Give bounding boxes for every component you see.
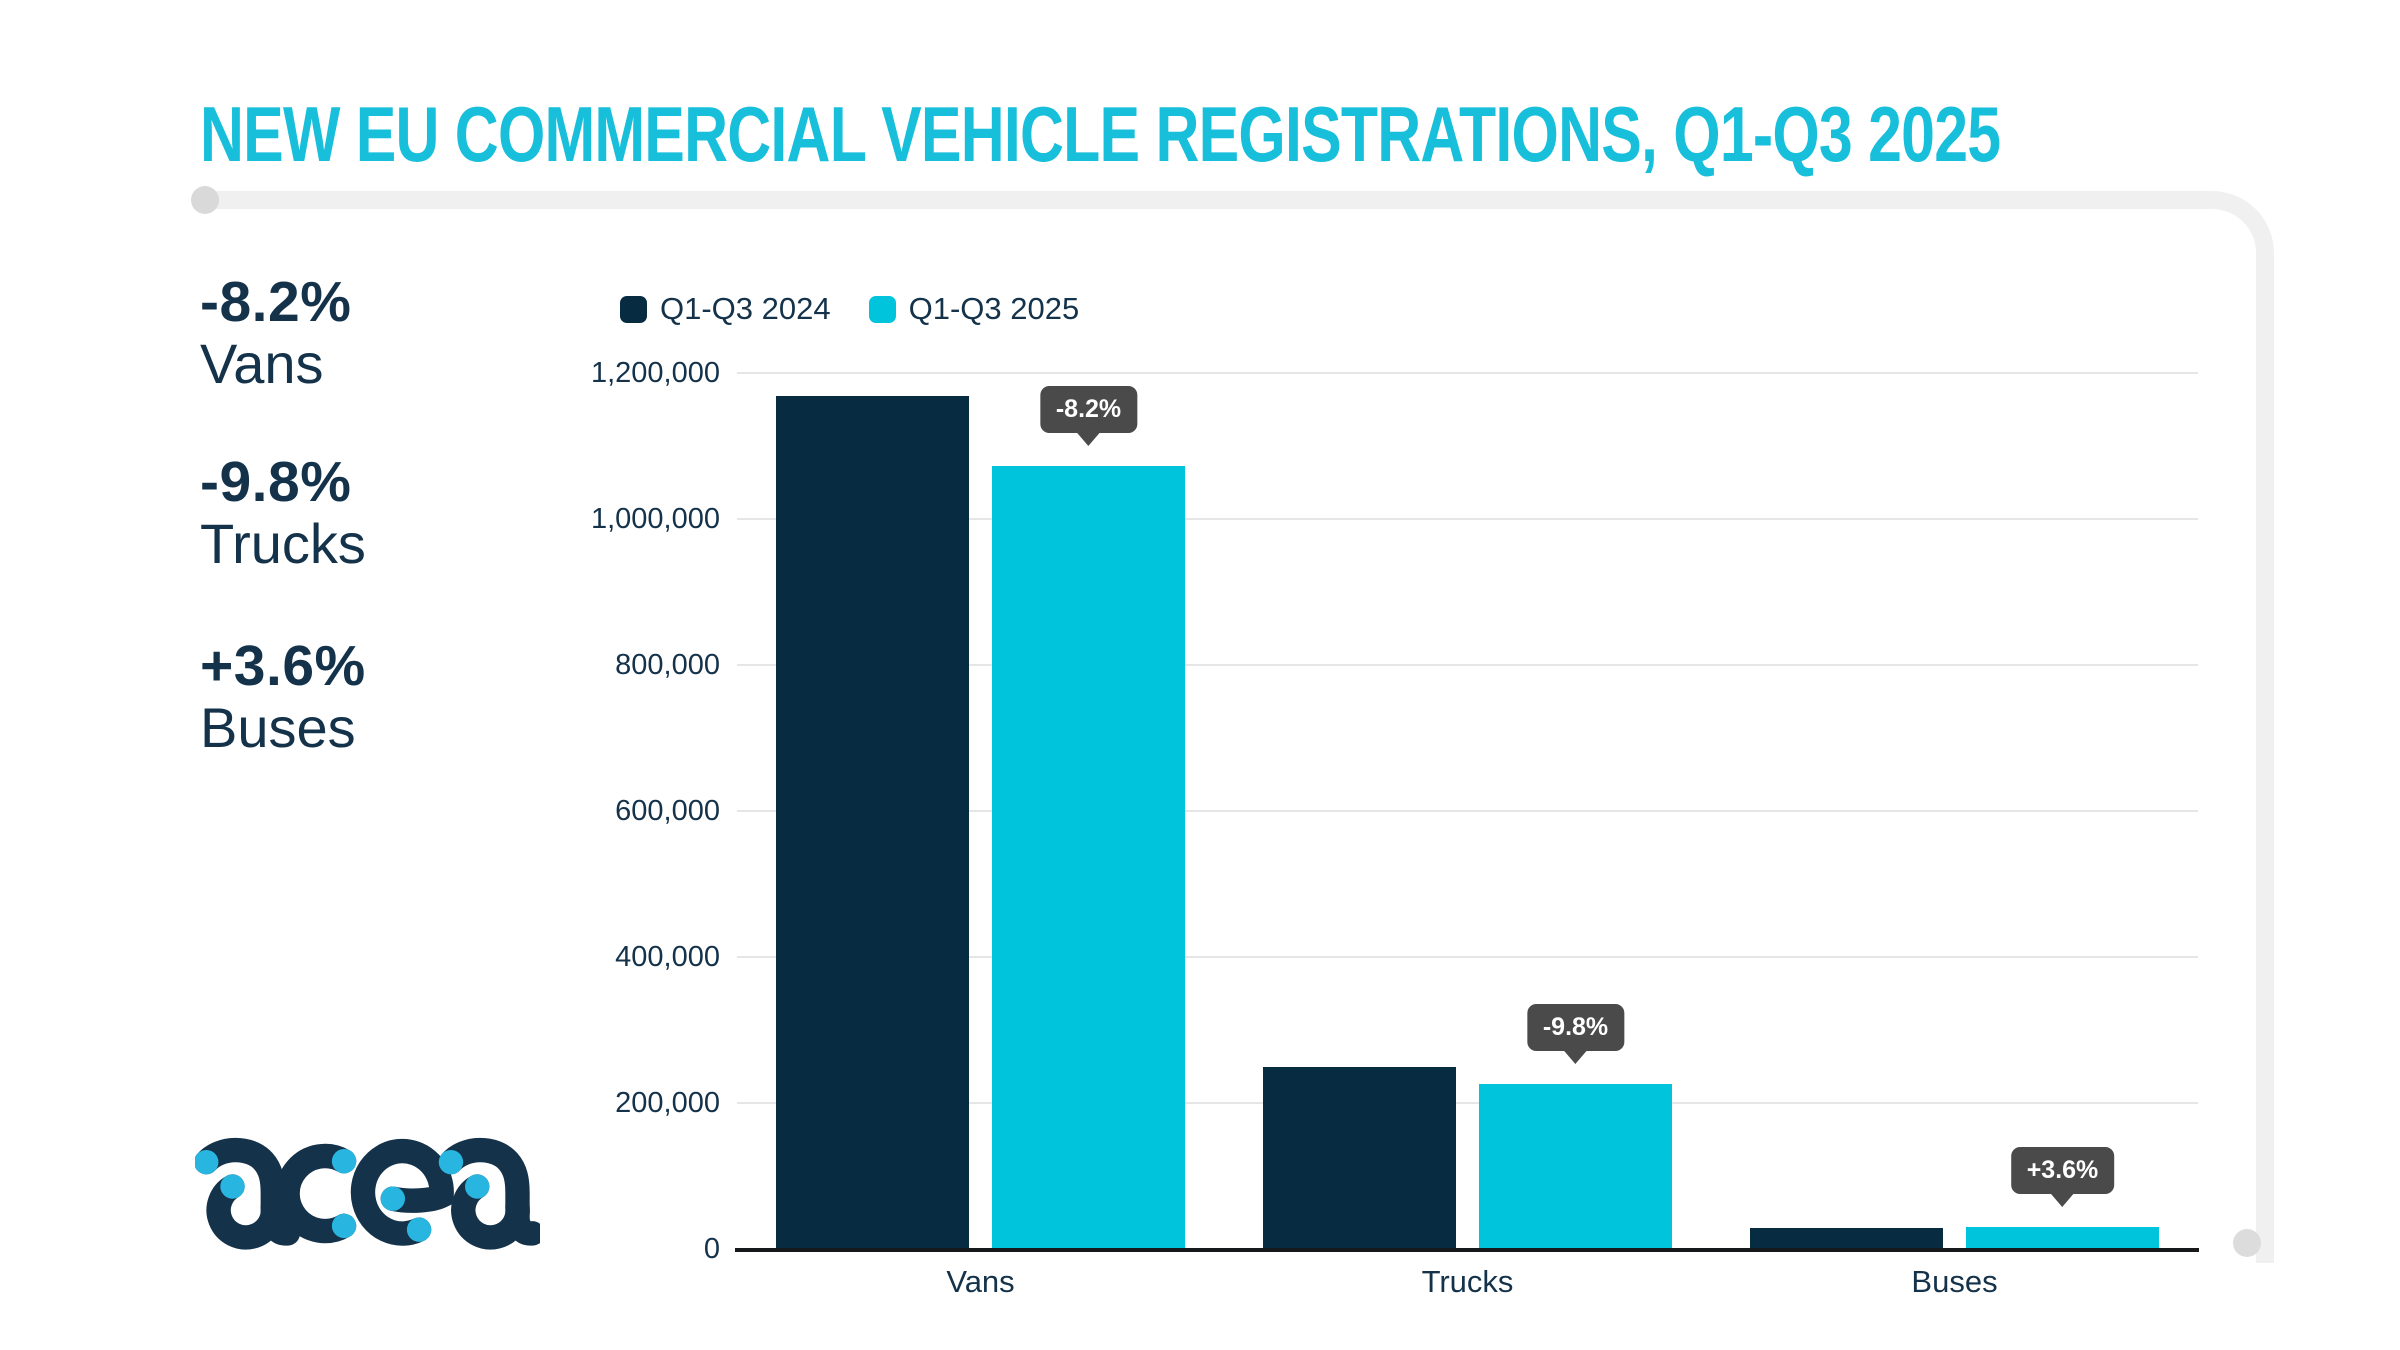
acea-logo-icon <box>194 1137 545 1250</box>
acea-logo <box>194 1136 545 1257</box>
x-axis-label-buses: Buses <box>1911 1264 1998 1299</box>
legend-swatch-2024 <box>620 295 647 323</box>
gridline-200000 <box>737 1102 2198 1104</box>
x-axis-line <box>735 1248 2199 1252</box>
tooltip-pointer <box>2050 1193 2075 1208</box>
y-axis-tick-label: 0 <box>703 1233 720 1265</box>
stat-buses: +3.6% Buses <box>200 636 366 760</box>
legend-swatch-2025 <box>868 295 896 323</box>
tooltip-pointer <box>1076 432 1101 447</box>
bar-vans-q1-q3-2024[interactable] <box>776 396 969 1249</box>
stat-trucks: -9.8% Trucks <box>200 452 366 576</box>
legend-item-2024[interactable]: Q1-Q3 2024 <box>620 291 831 327</box>
tooltip-trucks: -9.8% <box>1526 1004 1625 1065</box>
page-title: NEW EU COMMERCIAL VEHICLE REGISTRATIONS,… <box>200 90 2001 178</box>
gridline-1200000 <box>737 372 2198 374</box>
x-axis-label-vans: Vans <box>946 1264 1015 1299</box>
gridline-1000000 <box>737 518 2198 520</box>
y-axis-tick-label: 1,000,000 <box>590 503 720 535</box>
y-axis-tick-label: 400,000 <box>615 941 720 973</box>
tooltip-pointer <box>1563 1050 1588 1065</box>
stat-vans: -8.2% Vans <box>200 272 351 396</box>
tooltip-vans: -8.2% <box>1039 386 1138 447</box>
gridline-600000 <box>737 810 2198 812</box>
bar-trucks-q1-q3-2024[interactable] <box>1263 1066 1456 1249</box>
x-axis-label-trucks: Trucks <box>1421 1264 1514 1299</box>
chart-legend: Q1-Q3 2024 Q1-Q3 2025 <box>620 291 1079 327</box>
legend-label-2025: Q1-Q3 2025 <box>908 291 1080 326</box>
stat-vans-label: Vans <box>200 332 324 395</box>
frame-start-dot <box>191 186 219 214</box>
bar-vans-q1-q3-2025[interactable] <box>992 466 1185 1249</box>
stat-buses-label: Buses <box>200 696 356 759</box>
stat-trucks-label: Trucks <box>200 512 366 575</box>
y-axis-tick-label: 600,000 <box>615 795 720 827</box>
legend-item-2025[interactable]: Q1-Q3 2025 <box>868 291 1080 327</box>
bar-buses-q1-q3-2025[interactable] <box>1966 1227 2159 1249</box>
tooltip-buses: +3.6% <box>2010 1147 2115 1208</box>
stat-vans-value: -8.2% <box>200 270 352 334</box>
y-axis-tick-label: 1,200,000 <box>590 357 720 389</box>
bar-buses-q1-q3-2024[interactable] <box>1750 1228 1943 1249</box>
gridline-800000 <box>737 664 2198 666</box>
acea-logo-dots <box>194 1149 490 1242</box>
stat-trucks-value: -9.8% <box>200 450 352 514</box>
bar-trucks-q1-q3-2025[interactable] <box>1479 1084 1672 1249</box>
y-axis-tick-label: 200,000 <box>615 1087 720 1119</box>
legend-label-2024: Q1-Q3 2024 <box>660 291 831 326</box>
y-axis-tick-label: 800,000 <box>615 649 720 681</box>
stat-buses-value: +3.6% <box>200 634 366 698</box>
frame-end-dot <box>2233 1229 2261 1257</box>
gridline-400000 <box>737 956 2198 958</box>
